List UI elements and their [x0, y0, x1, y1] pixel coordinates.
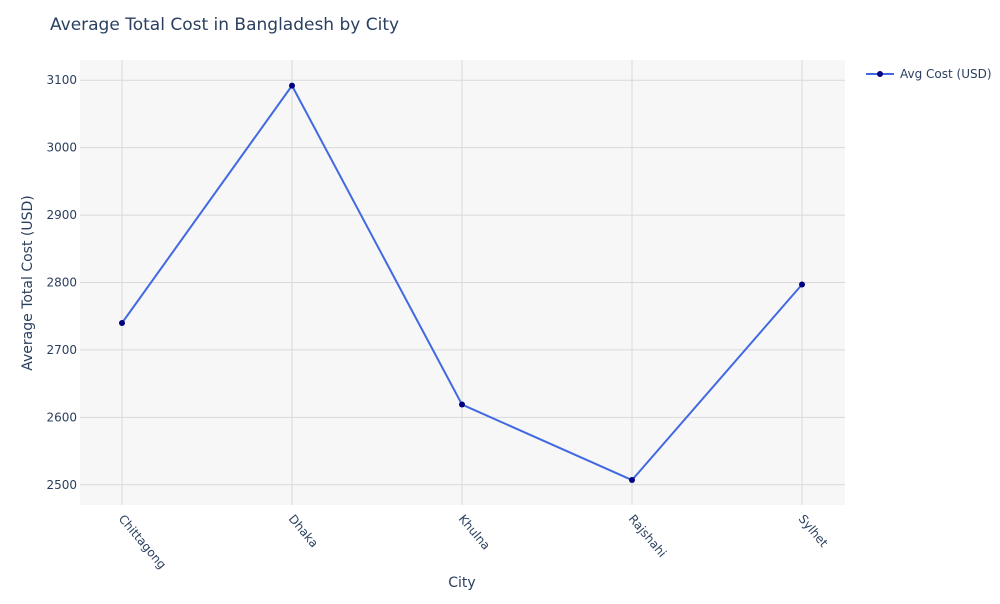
y-tick-label: 2700	[46, 343, 77, 357]
data-point-marker[interactable]	[289, 82, 295, 89]
x-tick-label: Dhaka	[286, 512, 321, 550]
y-tick-label: 2800	[46, 276, 77, 290]
x-tick-label: Khulna	[456, 512, 493, 553]
x-tick-label: Sylhet	[796, 512, 831, 550]
legend-marker-swatch	[877, 71, 883, 77]
legend[interactable]: Avg Cost (USD)	[866, 67, 992, 81]
data-point-marker[interactable]	[799, 281, 805, 288]
y-tick-label: 2500	[46, 478, 77, 492]
y-tick-label: 3000	[46, 141, 77, 155]
data-point-marker[interactable]	[119, 319, 125, 326]
legend-label: Avg Cost (USD)	[900, 67, 992, 81]
data-point-marker[interactable]	[629, 477, 635, 484]
y-tick-label: 2600	[46, 410, 77, 424]
x-axis-title: City	[448, 575, 475, 591]
data-point-marker[interactable]	[459, 401, 465, 408]
x-axis-ticks: Chittagong Dhaka Khulna Rajshahi Sylhet	[116, 512, 831, 572]
chart-title: Average Total Cost in Bangladesh by City	[50, 15, 399, 35]
x-tick-label: Chittagong	[116, 512, 169, 572]
grid-lines	[80, 60, 845, 505]
y-axis-ticks: 2500 2600 2700 2800 2900 3000 3100	[46, 73, 77, 492]
y-tick-label: 3100	[46, 73, 77, 87]
x-tick-label: Rajshahi	[626, 512, 669, 560]
y-tick-label: 2900	[46, 208, 77, 222]
y-axis-title: Average Total Cost (USD)	[20, 195, 36, 371]
series-layer	[119, 82, 805, 484]
